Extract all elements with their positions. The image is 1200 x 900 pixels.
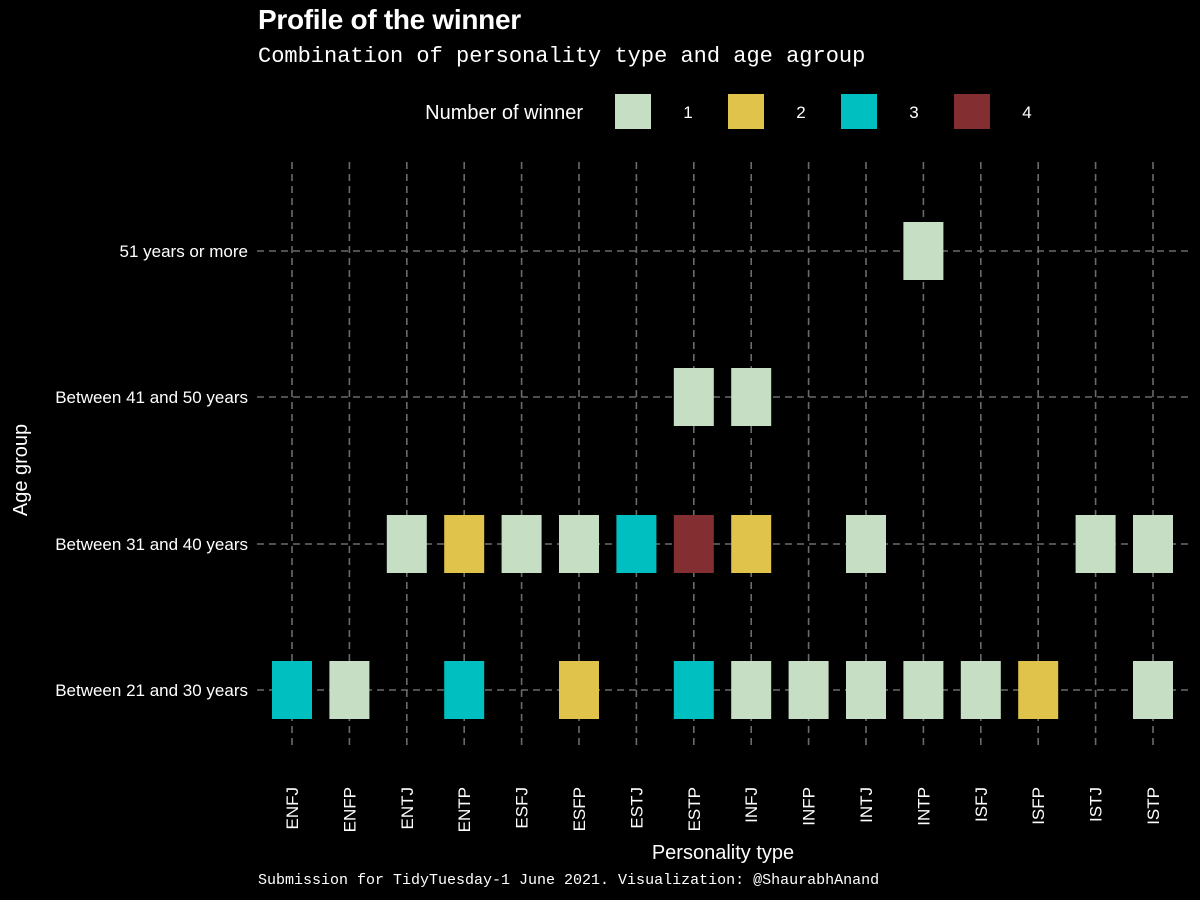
x-tick-label: ENTJ	[398, 787, 417, 830]
heatmap-cells	[272, 222, 1173, 719]
legend-key-3	[841, 94, 877, 129]
cell-enfp-between-21-and-30-years	[329, 661, 370, 719]
chart-caption: Submission for TidyTuesday-1 June 2021. …	[258, 872, 880, 889]
cell-istp-between-31-and-40-years	[1133, 515, 1173, 573]
cell-intj-between-21-and-30-years	[846, 661, 886, 719]
legend-label-4: 4	[1022, 103, 1031, 122]
x-tick-label: ESTP	[685, 787, 704, 831]
x-tick-label: ESTJ	[627, 787, 646, 829]
x-tick-label: ISTJ	[1087, 787, 1106, 822]
cell-esfp-between-31-and-40-years	[559, 515, 599, 573]
cell-esfj-between-31-and-40-years	[501, 515, 542, 573]
y-tick-labels: Between 21 and 30 years Between 31 and 40…	[55, 242, 248, 700]
legend-key-4	[954, 94, 990, 129]
legend: Number of winner 1 2 3 4	[425, 94, 1032, 129]
x-tick-label: ENFP	[340, 787, 359, 832]
chart-title: Profile of the winner	[258, 4, 521, 35]
x-tick-label: ISTP	[1144, 787, 1163, 825]
x-tick-label: ISFP	[1029, 787, 1048, 825]
x-tick-label: ISFJ	[972, 787, 991, 822]
cell-entj-between-31-and-40-years	[386, 515, 427, 573]
cell-isfj-between-21-and-30-years	[960, 661, 1001, 719]
y-tick-label: Between 41 and 50 years	[55, 388, 248, 407]
y-tick-label: 51 years or more	[120, 242, 249, 261]
x-tick-label: ENTP	[455, 787, 474, 832]
cell-intj-between-31-and-40-years	[846, 515, 886, 573]
cell-istj-between-31-and-40-years	[1075, 515, 1116, 573]
cell-istp-between-21-and-30-years	[1133, 661, 1173, 719]
x-axis-label: Personality type	[652, 842, 794, 864]
legend-title: Number of winner	[425, 102, 583, 124]
x-tick-labels: ENFJ ENFP ENTJ ENTP ESFJ ESFP ESTJ ESTP INFJ INFP…	[283, 787, 1163, 832]
x-tick-label: ENFJ	[283, 787, 302, 830]
x-tick-label: INTJ	[857, 787, 876, 823]
legend-label-1: 1	[683, 103, 692, 122]
x-tick-label: INFP	[800, 787, 819, 826]
legend-key-2	[728, 94, 764, 129]
legend-key-1	[615, 94, 651, 129]
cell-esfp-between-21-and-30-years	[559, 661, 599, 719]
y-tick-label: Between 31 and 40 years	[55, 535, 248, 554]
cell-estp-between-31-and-40-years	[673, 515, 714, 573]
cell-estp-between-41-and-50-years	[673, 368, 714, 426]
cell-estj-between-31-and-40-years	[616, 515, 657, 573]
cell-infj-between-31-and-40-years	[731, 515, 772, 573]
cell-entp-between-21-and-30-years	[444, 661, 485, 719]
cell-intp-between-21-and-30-years	[903, 661, 944, 719]
x-tick-label: ESFP	[570, 787, 589, 831]
chart-subtitle: Combination of personality type and age …	[258, 44, 866, 69]
cell-enfj-between-21-and-30-years	[272, 661, 312, 719]
cell-estp-between-21-and-30-years	[673, 661, 714, 719]
cell-entp-between-31-and-40-years	[444, 515, 485, 573]
x-tick-label: INFJ	[742, 787, 761, 823]
y-axis-label: Age group	[10, 424, 32, 516]
x-tick-label: INTP	[914, 787, 933, 826]
legend-label-2: 2	[796, 103, 805, 122]
y-tick-label: Between 21 and 30 years	[55, 681, 248, 700]
legend-label-3: 3	[909, 103, 918, 122]
cell-infp-between-21-and-30-years	[788, 661, 829, 719]
x-tick-label: ESFJ	[513, 787, 532, 829]
cell-intp-51-years-or-more	[903, 222, 944, 280]
cell-isfp-between-21-and-30-years	[1018, 661, 1059, 719]
cell-infj-between-41-and-50-years	[731, 368, 772, 426]
cell-infj-between-21-and-30-years	[731, 661, 772, 719]
